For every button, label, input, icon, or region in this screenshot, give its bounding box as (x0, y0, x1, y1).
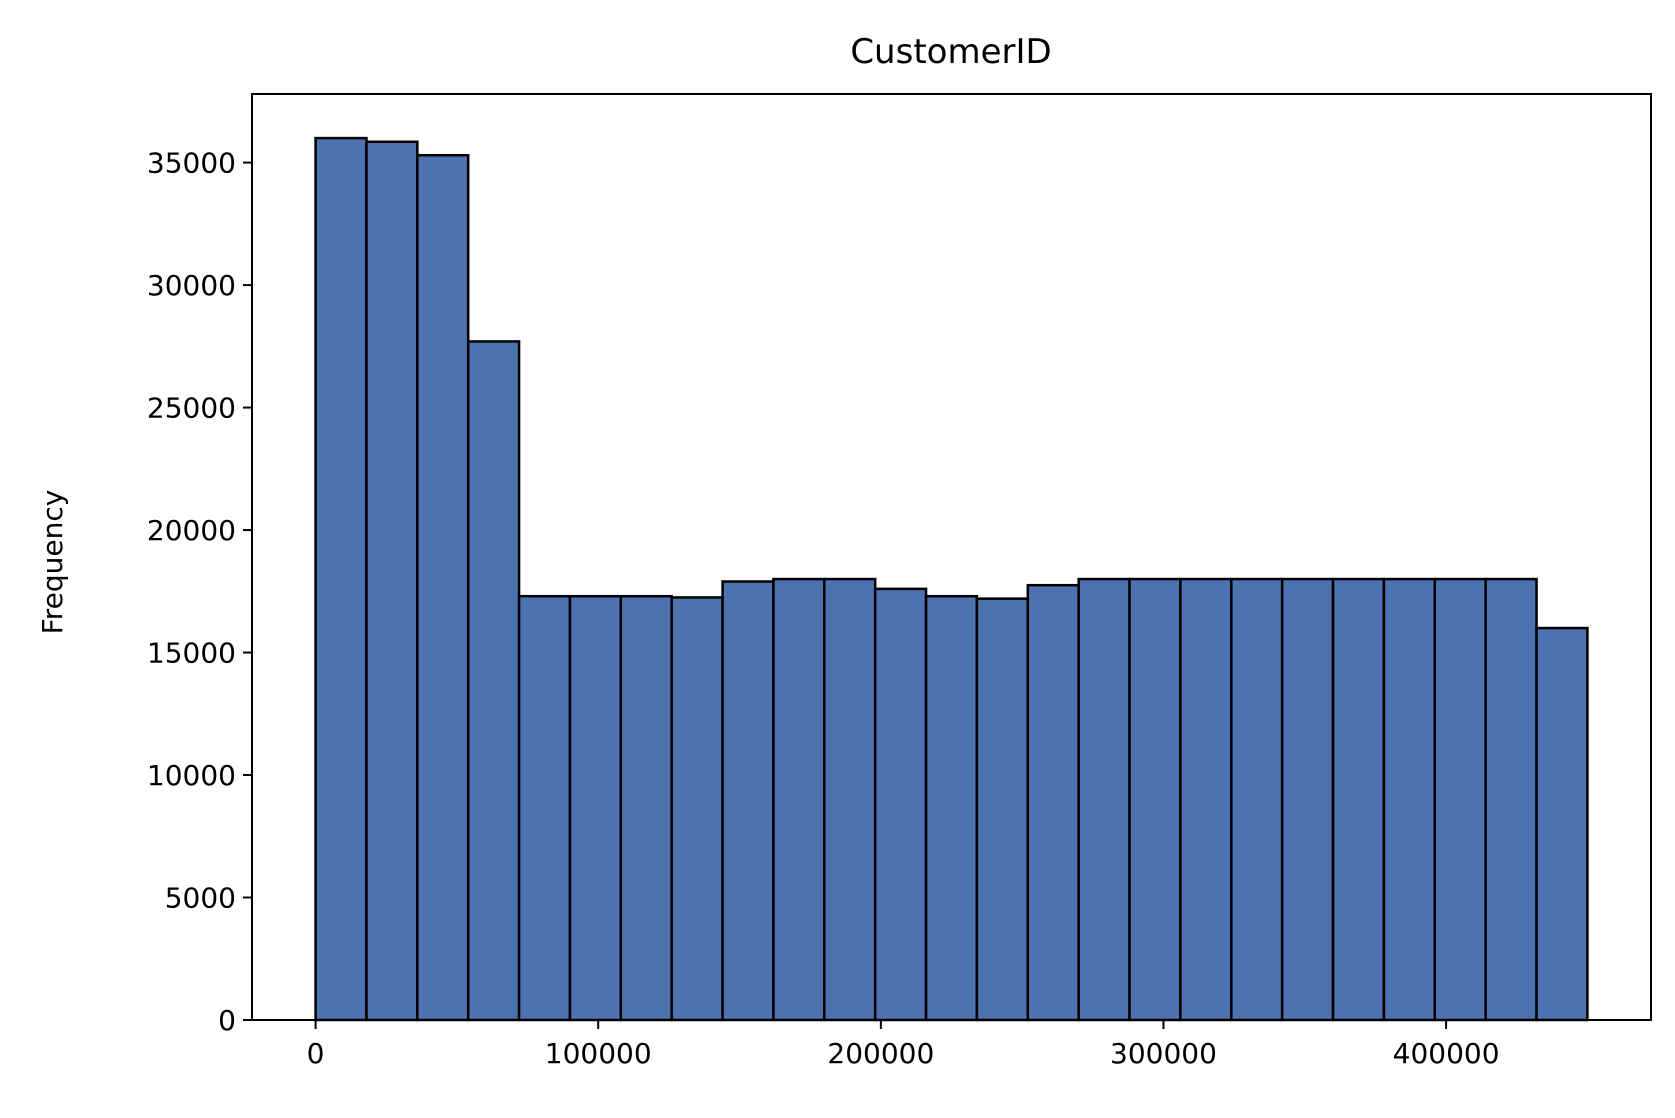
y-tick-label: 30000 (147, 269, 236, 302)
y-axis-ticks: 0 5000 10000 15000 20000 25000 30000 35000 (147, 147, 252, 1037)
x-tick-label: 200000 (827, 1037, 934, 1070)
histogram-bar (517, 594, 572, 1022)
y-tick-label: 10000 (147, 759, 236, 792)
histogram-bar (721, 580, 775, 1022)
histogram-bar (466, 340, 521, 1022)
x-tick-label: 300000 (1110, 1037, 1217, 1070)
histogram-bar (1535, 626, 1589, 1022)
x-tick-label: 400000 (1393, 1037, 1500, 1070)
y-tick-label: 25000 (147, 392, 236, 425)
histogram-bar (1484, 577, 1538, 1022)
histogram-bar (1331, 577, 1386, 1022)
histogram-bar (924, 594, 979, 1022)
histogram-bar (975, 597, 1030, 1022)
plot-frame (251, 93, 1652, 1021)
histogram-bar (568, 594, 623, 1022)
histogram-bar (1433, 577, 1487, 1022)
histogram-bar (1179, 577, 1233, 1022)
bars-group (314, 136, 1589, 1022)
chart-title: CustomerID (850, 32, 1051, 72)
y-tick-label: 35000 (147, 147, 236, 180)
histogram-bar (365, 140, 419, 1022)
histogram-bar (314, 136, 368, 1022)
y-tick-label: 20000 (147, 514, 236, 547)
histogram-bar (1128, 577, 1182, 1022)
histogram-bar (1230, 577, 1284, 1022)
y-tick-label: 0 (218, 1004, 236, 1037)
histogram-bar (1077, 577, 1131, 1022)
histogram-bar (823, 577, 877, 1022)
histogram-bar (670, 596, 724, 1022)
histogram-bar (772, 577, 826, 1022)
x-tick-label: 0 (307, 1037, 325, 1070)
histogram-bar (1026, 583, 1080, 1022)
histogram-bar (416, 153, 470, 1022)
histogram-bar (1382, 577, 1437, 1022)
histogram-bar (619, 594, 673, 1022)
y-axis-label: Frequency (36, 490, 69, 635)
x-tick-label: 100000 (545, 1037, 652, 1070)
x-axis-ticks: 0 100000 200000 300000 400000 (307, 1020, 1500, 1070)
histogram-bar (1280, 577, 1335, 1022)
histogram-bar (873, 587, 928, 1022)
y-tick-label: 15000 (147, 637, 236, 670)
y-tick-label: 5000 (165, 882, 236, 915)
